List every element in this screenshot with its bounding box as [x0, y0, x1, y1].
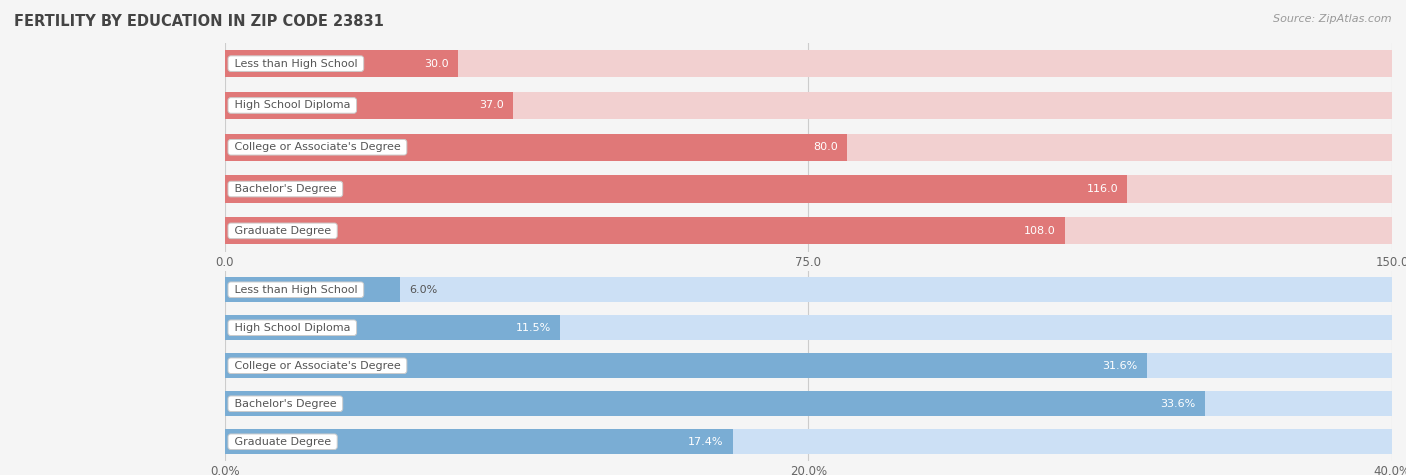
Text: High School Diploma: High School Diploma [231, 100, 354, 111]
Bar [225, 277, 1392, 302]
Text: 116.0: 116.0 [1087, 184, 1118, 194]
Bar [225, 277, 401, 302]
Text: High School Diploma: High School Diploma [231, 323, 354, 333]
Bar [225, 133, 848, 161]
Text: 30.0: 30.0 [425, 58, 449, 69]
Bar [225, 50, 1392, 77]
Text: 6.0%: 6.0% [409, 285, 437, 295]
Text: College or Associate's Degree: College or Associate's Degree [231, 361, 404, 371]
Text: Less than High School: Less than High School [231, 58, 361, 69]
Bar [225, 92, 513, 119]
Bar [225, 50, 458, 77]
Text: 11.5%: 11.5% [516, 323, 551, 333]
Text: Bachelor's Degree: Bachelor's Degree [231, 184, 340, 194]
Bar [225, 391, 1205, 416]
Bar [225, 353, 1147, 378]
Bar [225, 353, 1392, 378]
Text: 80.0: 80.0 [813, 142, 838, 152]
Text: College or Associate's Degree: College or Associate's Degree [231, 142, 404, 152]
Text: 37.0: 37.0 [478, 100, 503, 111]
Text: Graduate Degree: Graduate Degree [231, 226, 335, 236]
Bar [225, 429, 733, 454]
Bar [225, 391, 1392, 416]
Text: FERTILITY BY EDUCATION IN ZIP CODE 23831: FERTILITY BY EDUCATION IN ZIP CODE 23831 [14, 14, 384, 29]
Bar [225, 175, 1392, 203]
Text: 17.4%: 17.4% [688, 437, 723, 447]
Text: Graduate Degree: Graduate Degree [231, 437, 335, 447]
Bar [225, 217, 1392, 245]
Text: 33.6%: 33.6% [1160, 399, 1197, 409]
Text: Source: ZipAtlas.com: Source: ZipAtlas.com [1274, 14, 1392, 24]
Bar [225, 133, 1392, 161]
Text: 31.6%: 31.6% [1102, 361, 1137, 371]
Text: Bachelor's Degree: Bachelor's Degree [231, 399, 340, 409]
Text: Less than High School: Less than High School [231, 285, 361, 295]
Bar [225, 92, 1392, 119]
Bar [225, 315, 561, 340]
Bar [225, 217, 1066, 245]
Bar [225, 175, 1128, 203]
Bar [225, 315, 1392, 340]
Text: 108.0: 108.0 [1024, 226, 1056, 236]
Bar [225, 429, 1392, 454]
